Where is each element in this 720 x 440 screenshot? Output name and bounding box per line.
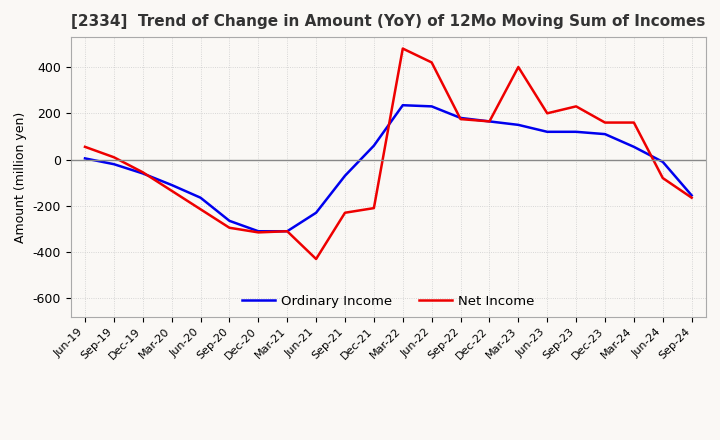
Line: Net Income: Net Income (85, 48, 692, 259)
Ordinary Income (456, 115, 465, 121)
Net Income (254, 230, 263, 235)
Ordinary Income (369, 143, 378, 148)
Ordinary Income (225, 218, 234, 224)
Ordinary Income (688, 193, 696, 198)
Net Income (629, 120, 638, 125)
Net Income (369, 205, 378, 211)
Ordinary Income (312, 210, 320, 216)
Net Income (514, 64, 523, 70)
Net Income (428, 60, 436, 65)
Title: [2334]  Trend of Change in Amount (YoY) of 12Mo Moving Sum of Incomes: [2334] Trend of Change in Amount (YoY) o… (71, 14, 706, 29)
Legend: Ordinary Income, Net Income: Ordinary Income, Net Income (237, 290, 540, 313)
Ordinary Income (629, 144, 638, 150)
Net Income (456, 117, 465, 122)
Ordinary Income (514, 122, 523, 128)
Ordinary Income (485, 119, 494, 124)
Net Income (341, 210, 349, 216)
Ordinary Income (109, 161, 118, 167)
Net Income (225, 225, 234, 231)
Ordinary Income (543, 129, 552, 135)
Net Income (81, 144, 89, 150)
Ordinary Income (197, 195, 205, 200)
Net Income (543, 111, 552, 116)
Ordinary Income (600, 132, 609, 137)
Net Income (312, 257, 320, 262)
Net Income (109, 154, 118, 160)
Net Income (485, 119, 494, 124)
Ordinary Income (254, 229, 263, 234)
Net Income (398, 46, 407, 51)
Net Income (138, 170, 147, 175)
Net Income (283, 229, 292, 234)
Net Income (572, 104, 580, 109)
Net Income (197, 207, 205, 212)
Ordinary Income (167, 182, 176, 187)
Ordinary Income (341, 173, 349, 178)
Net Income (600, 120, 609, 125)
Ordinary Income (138, 171, 147, 176)
Net Income (659, 176, 667, 181)
Ordinary Income (81, 156, 89, 161)
Ordinary Income (428, 104, 436, 109)
Y-axis label: Amount (million yen): Amount (million yen) (14, 111, 27, 242)
Ordinary Income (572, 129, 580, 135)
Ordinary Income (659, 159, 667, 165)
Net Income (167, 188, 176, 194)
Ordinary Income (283, 229, 292, 234)
Net Income (688, 195, 696, 200)
Ordinary Income (398, 103, 407, 108)
Line: Ordinary Income: Ordinary Income (85, 105, 692, 231)
